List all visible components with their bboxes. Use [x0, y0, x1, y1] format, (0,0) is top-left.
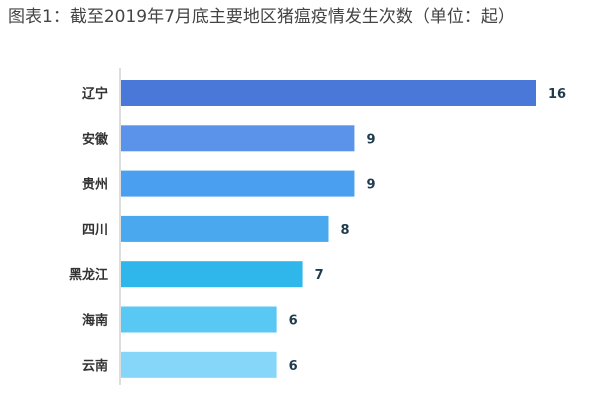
category-label-1: 安徽 — [82, 131, 109, 147]
category-label-2: 贵州 — [82, 177, 108, 193]
bar-0 — [121, 80, 536, 106]
value-label-6: 6 — [289, 359, 298, 374]
chart-title: 图表1：截至2019年7月底主要地区猪瘟疫情发生次数（单位：起） — [8, 7, 515, 27]
bar-2 — [121, 170, 355, 197]
category-label-0: 辽宁 — [82, 86, 108, 102]
category-label-4: 黑龙江 — [69, 267, 108, 283]
bar-3 — [121, 215, 329, 242]
value-label-1: 9 — [366, 132, 375, 147]
value-label-3: 8 — [341, 223, 350, 238]
bar-5 — [121, 306, 277, 333]
bar-6 — [121, 351, 277, 378]
value-label-5: 6 — [289, 314, 298, 329]
category-label-6: 云南 — [82, 358, 108, 374]
category-label-5: 海南 — [82, 313, 108, 329]
value-label-0: 16 — [548, 87, 566, 102]
bar-4 — [121, 261, 303, 288]
category-label-3: 四川 — [82, 223, 108, 238]
bars-group — [121, 80, 536, 378]
value-label-4: 7 — [315, 268, 324, 283]
value-labels-group: 16 9 9 8 7 6 6 — [289, 87, 566, 374]
value-label-2: 9 — [366, 178, 375, 193]
bar-1 — [121, 125, 355, 152]
